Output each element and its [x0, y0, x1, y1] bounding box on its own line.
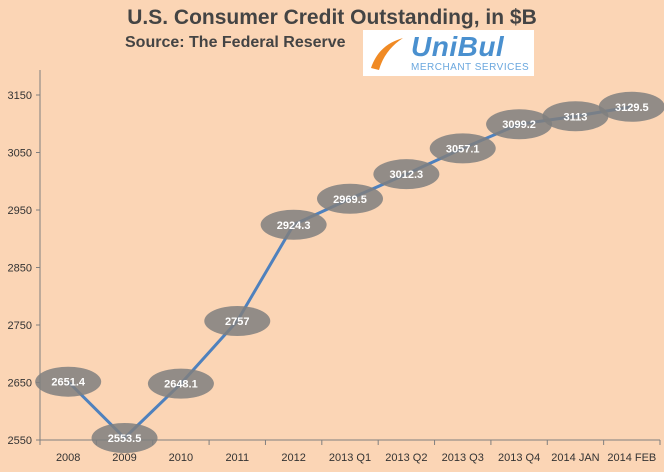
data-label: 2924.3: [277, 220, 311, 232]
data-label: 2648.1: [164, 379, 198, 391]
x-tick-label: 2013 Q3: [442, 452, 484, 464]
data-point: [317, 183, 383, 214]
data-label: 3012.3: [390, 169, 424, 181]
data-point: [542, 101, 609, 132]
logo-tagline: MERCHANT SERVICES: [411, 62, 530, 73]
x-tick-label: 2013 Q2: [385, 452, 427, 464]
y-tick-label: 2550: [8, 435, 32, 447]
data-label: 2553.5: [108, 433, 142, 445]
data-point: [429, 133, 496, 164]
y-tick-label: 2950: [8, 205, 32, 217]
y-tick-label: 3150: [8, 90, 32, 102]
x-tick-label: 2012: [281, 452, 305, 464]
y-tick-label: 2650: [8, 378, 32, 390]
data-label: 3129.5: [615, 102, 649, 114]
data-point: [598, 91, 664, 122]
x-tick-label: 2009: [112, 452, 136, 464]
x-tick-label: 2013 Q4: [498, 452, 540, 464]
x-tick-label: 2010: [169, 452, 193, 464]
data-point: [147, 368, 214, 399]
data-label: 3057.1: [446, 143, 480, 155]
x-tick-label: 2014 FEB: [607, 452, 656, 464]
data-point: [35, 366, 102, 397]
x-tick-label: 2014 JAN: [551, 452, 599, 464]
swoosh-icon: [371, 38, 403, 70]
logo-name: UniBul: [411, 31, 505, 62]
y-tick-label: 2850: [8, 263, 32, 275]
chart-subtitle: Source: The Federal Reserve: [125, 34, 346, 51]
data-point: [373, 159, 440, 190]
data-point: [260, 209, 327, 240]
data-label: 3099.2: [502, 119, 536, 131]
data-point: [486, 109, 553, 140]
data-label: 2651.4: [51, 377, 86, 389]
chart-title: U.S. Consumer Credit Outstanding, in $B: [127, 6, 537, 29]
y-tick-label: 3050: [8, 148, 32, 160]
x-tick-label: 2008: [56, 452, 80, 464]
unibul-logo: UniBul MERCHANT SERVICES: [363, 30, 534, 76]
data-label: 2757: [225, 316, 249, 328]
y-tick-label: 2750: [8, 320, 32, 332]
x-tick-label: 2011: [225, 452, 249, 464]
data-label: 3113: [564, 111, 588, 123]
data-point: [91, 422, 158, 453]
x-tick-label: 2013 Q1: [329, 452, 371, 464]
data-point: [204, 305, 271, 336]
data-label: 2969.5: [333, 194, 367, 206]
